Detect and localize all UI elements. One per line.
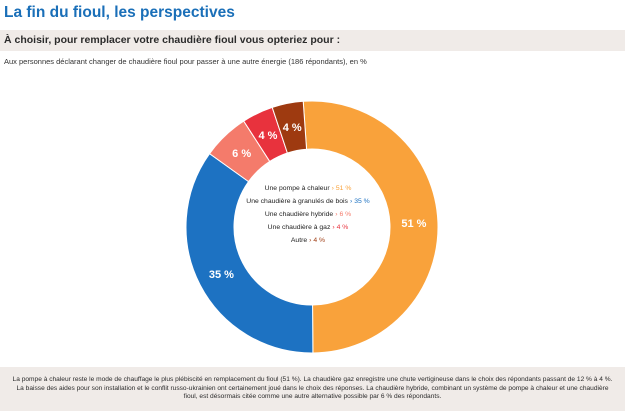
footer-note-box: La pompe à chaleur reste le mode de chau… — [0, 367, 625, 411]
legend-value: 4 % — [313, 237, 326, 244]
slice-label-4: 4 % — [258, 130, 277, 142]
legend-item-4: Une chaudière à gaz › 4 % — [238, 223, 378, 232]
donut-slice-2 — [185, 152, 314, 354]
legend-item-2: Une chaudière à granulés de bois › 35 % — [238, 197, 378, 206]
chevron-right-icon: › — [332, 224, 335, 231]
slice-label-1: 51 % — [401, 218, 426, 230]
chevron-right-icon: › — [349, 198, 353, 205]
legend-value: 6 % — [339, 211, 352, 218]
donut-slice-5 — [271, 100, 308, 154]
slice-label-5: 4 % — [283, 122, 302, 134]
legend-label: Autre — [290, 237, 308, 244]
legend-label: Une pompe à chaleur — [264, 185, 330, 192]
donut-value-labels: 51 %35 %6 %4 %4 % — [209, 122, 427, 281]
legend-label: Une chaudière à gaz — [267, 224, 331, 231]
slice-label-2: 35 % — [209, 269, 234, 281]
footer-note: La pompe à chaleur reste le mode de chau… — [12, 376, 613, 401]
chevron-right-icon: › — [331, 185, 334, 192]
legend-item-3: Une chaudière hybride › 6 % — [238, 210, 378, 219]
chart-subtitle: Aux personnes déclarant changer de chaud… — [4, 57, 367, 66]
question-banner: À choisir, pour remplacer votre chaudièr… — [0, 30, 625, 51]
legend-label: Une chaudière à granulés de bois — [246, 198, 348, 205]
legend-value: 35 % — [354, 198, 370, 205]
chevron-right-icon: › — [335, 211, 338, 218]
legend-value: 4 % — [336, 224, 349, 231]
donut-slices — [185, 100, 439, 354]
legend-item-5: Autre › 4 % — [238, 236, 378, 245]
chevron-right-icon: › — [309, 237, 312, 244]
legend-label: Une chaudière hybride — [264, 211, 334, 218]
legend-value: 51 % — [335, 185, 352, 192]
chart-legend: Une pompe à chaleur › 51 % Une chaudière à … — [238, 184, 378, 249]
donut-slice-1 — [302, 100, 439, 354]
page-title: La fin du fioul, les perspectives — [4, 4, 235, 21]
survey-question: À choisir, pour remplacer votre chaudièr… — [4, 34, 341, 46]
slice-label-3: 6 % — [232, 148, 251, 160]
legend-item-1: Une pompe à chaleur › 51 % — [238, 184, 378, 193]
